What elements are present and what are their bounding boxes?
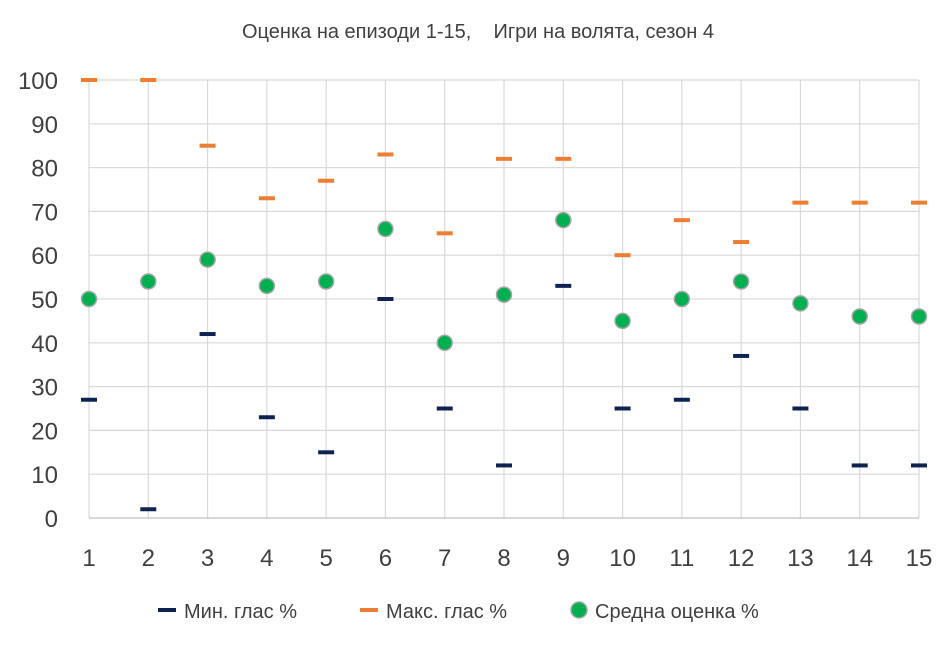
series-marks: [80, 78, 928, 512]
data-point: [377, 220, 394, 238]
data-point: [614, 253, 631, 258]
y-tick-label: 60: [31, 243, 58, 270]
y-tick-label: 10: [31, 462, 58, 489]
data-point: [258, 277, 276, 295]
y-tick-label: 40: [31, 331, 58, 358]
data-point: [258, 196, 275, 201]
x-tick-label: 12: [728, 545, 755, 572]
x-tick-label: 7: [438, 545, 451, 572]
x-tick-label: 11: [669, 545, 694, 572]
data-point: [258, 415, 275, 420]
y-tick-label: 80: [31, 156, 58, 183]
data-point: [555, 156, 572, 161]
data-point: [318, 178, 335, 183]
data-point: [733, 353, 750, 358]
y-tick-label: 50: [31, 287, 58, 314]
x-tick-label: 3: [201, 545, 214, 572]
data-point: [377, 297, 394, 301]
y-tick-label: 0: [45, 506, 58, 533]
data-point: [614, 312, 631, 330]
data-point: [199, 143, 216, 148]
y-tick-label: 30: [31, 375, 58, 402]
data-point: [496, 156, 512, 161]
data-point: [673, 218, 690, 223]
data-point: [911, 463, 927, 468]
x-tick-label: 4: [260, 545, 273, 572]
data-point: [614, 406, 631, 411]
data-point: [81, 397, 97, 402]
legend-marker: [360, 608, 378, 612]
data-point: [732, 273, 750, 290]
data-point: [851, 308, 868, 325]
data-point: [555, 283, 572, 288]
data-point: [80, 290, 98, 308]
data-point: [140, 273, 157, 290]
data-point: [851, 200, 868, 205]
legend-label: Средна оценка %: [595, 601, 759, 623]
legend-label: Мин. глас %: [184, 601, 297, 623]
y-tick-label: 70: [31, 199, 58, 226]
data-point: [140, 507, 157, 512]
legend-label: Макс. глас %: [386, 601, 507, 623]
data-point: [792, 406, 809, 411]
legend-marker: [158, 608, 176, 612]
x-tick-label: 10: [609, 545, 636, 572]
x-tick-label: 2: [142, 545, 155, 572]
x-tick-label: 13: [787, 545, 814, 572]
data-point: [436, 334, 453, 352]
data-point: [673, 290, 691, 308]
data-point: [792, 295, 809, 312]
x-tick-label: 1: [82, 545, 95, 572]
data-point: [792, 200, 809, 205]
data-point: [436, 406, 453, 411]
series-group: [80, 211, 928, 352]
x-tick-label: 6: [379, 545, 392, 572]
chart-title: Оценка на епизоди 1-15, Игри на волята, …: [242, 21, 714, 43]
data-point: [911, 200, 927, 205]
x-tick-label: 5: [319, 545, 332, 572]
data-point: [495, 286, 513, 303]
data-point: [555, 211, 572, 229]
x-tick-label: 15: [906, 545, 933, 572]
legend-item: Макс. глас %: [360, 601, 507, 623]
data-point: [140, 78, 157, 82]
data-point: [318, 450, 335, 455]
x-tick-label: 8: [497, 545, 510, 572]
data-point: [436, 231, 453, 236]
series-group: [81, 78, 927, 258]
data-point: [317, 273, 335, 290]
y-tick-label: 20: [31, 418, 58, 445]
y-tick-labels: 0 10 20 30 40 50 60 70 80 90 100: [18, 68, 58, 533]
data-point: [733, 240, 750, 245]
data-point: [199, 332, 216, 337]
x-tick-labels: 1 2 3 4 5 6 7 8 9 10 11 12 13 14 15: [82, 545, 932, 572]
y-tick-label: 100: [18, 68, 58, 95]
x-tick-label: 14: [846, 545, 873, 572]
data-point: [851, 463, 868, 468]
legend: Мин. глас % Макс. глас % Средна оценка %: [158, 601, 759, 623]
legend-item: Средна оценка %: [570, 601, 759, 623]
data-point: [377, 152, 394, 157]
x-tick-label: 9: [557, 545, 570, 572]
data-point: [673, 397, 690, 402]
data-point: [910, 308, 928, 325]
data-point: [199, 251, 216, 268]
data-point: [496, 463, 512, 468]
data-point: [81, 78, 97, 82]
series-group: [81, 283, 927, 512]
y-tick-label: 90: [31, 112, 58, 139]
legend-item: Мин. глас %: [158, 601, 297, 623]
legend-marker: [570, 601, 588, 619]
